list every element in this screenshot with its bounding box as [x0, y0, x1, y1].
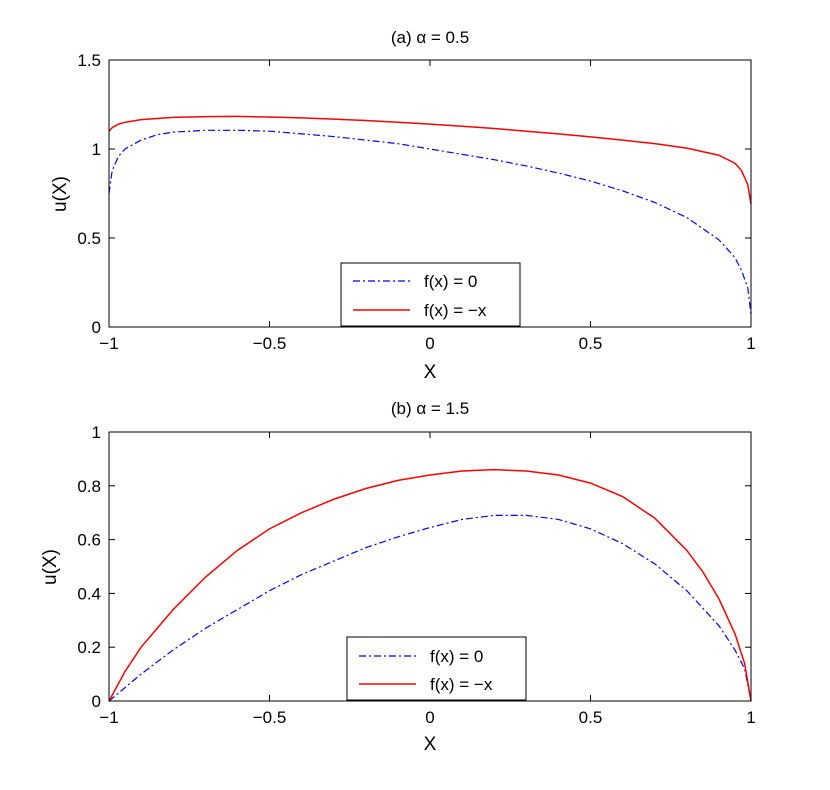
- panel-b-legend-label-series-2: f(x) = −x: [430, 675, 493, 694]
- panel-b-x-tick-label: 0: [425, 708, 434, 727]
- panel-a-title: (a) α = 0.5: [391, 28, 469, 47]
- panel-b-title: (b) α = 1.5: [391, 399, 469, 418]
- panel-a-legend-label-series-1: f(x) = 0: [424, 272, 477, 291]
- panel-b-x-tick-label: 1: [746, 708, 755, 727]
- panel-b-y-tick-label: 0: [92, 692, 101, 711]
- panel-b-x-tick-label: −0.5: [253, 708, 287, 727]
- panel-b-series-2-line: [108, 468, 752, 702]
- panel-a-x-axis-label: X: [424, 362, 437, 383]
- panel-b-legend-box: [346, 636, 527, 701]
- panel-b-y-tick-label: 0.6: [77, 531, 101, 550]
- panel-b-y-tick-label: 0.8: [77, 477, 101, 496]
- panel-a: (a) α = 0.5 −1 −0.5 0 0.5 1 0 0.5 1 1.5 X u(X) f…: [50, 28, 756, 383]
- panel-b-y-axis-label: u(X): [40, 549, 61, 585]
- panel-b-y-tick-label: 0.4: [77, 584, 101, 603]
- panel-a-x-tick-label: −1: [99, 334, 118, 353]
- panel-b-plot-area: −1 −0.5 0 0.5 1 0 0.2 0.4 0.6 0.8 1: [77, 423, 755, 727]
- panel-a-y-tick-label: 1: [92, 140, 101, 159]
- panel-a-y-tick-label: 0: [92, 318, 101, 337]
- panel-a-x-tick-label: −0.5: [253, 334, 287, 353]
- panel-b-x-tick-label: −1: [99, 708, 118, 727]
- panel-a-series-2-line: [108, 115, 752, 205]
- panel-a-legend-box: [340, 262, 521, 327]
- panel-b: (b) α = 1.5 −1 −0.5 0 0.5 100.20.40.60.81 X …: [40, 399, 756, 755]
- panel-b-legend: f(x) = 0 f(x) = −x: [346, 636, 527, 701]
- panel-a-y-tick-label: 0.5: [77, 229, 101, 248]
- panel-a-legend: f(x) = 0 f(x) = −x: [340, 262, 521, 327]
- panel-a-series-1-line: [108, 129, 752, 315]
- panel-b-x-axis-label: X: [424, 734, 437, 755]
- panel-b-y-tick-label: 1: [92, 423, 101, 442]
- panel-a-x-tick-label: 1: [746, 334, 755, 353]
- panel-a-y-tick-label: 1.5: [77, 51, 101, 70]
- panel-a-x-tick-label: 0.5: [579, 334, 603, 353]
- panel-a-x-tick-label: 0: [425, 334, 434, 353]
- panel-a-y-axis-label: u(X): [50, 176, 71, 212]
- panel-b-legend-label-series-1: f(x) = 0: [430, 647, 483, 666]
- panel-a-plot-area: −1 −0.5 0 0.5 1 0 0.5 1 1.5: [77, 51, 755, 353]
- panel-b-x-tick-label: 0.5: [579, 708, 603, 727]
- panel-b-y-tick-label: 0.2: [77, 638, 101, 657]
- panel-a-legend-label-series-2: f(x) = −x: [424, 301, 487, 320]
